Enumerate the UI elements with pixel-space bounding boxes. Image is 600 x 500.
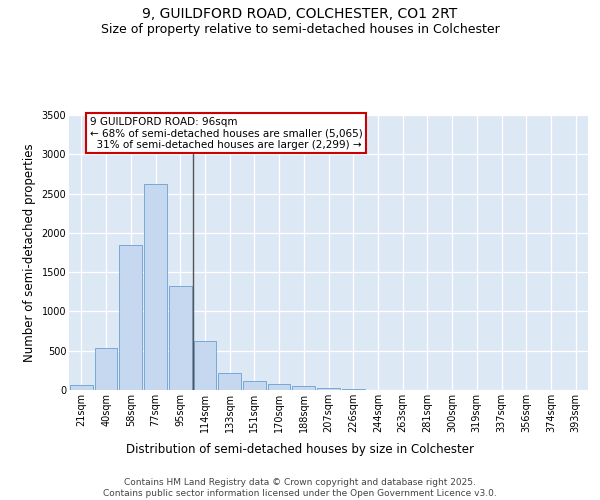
Bar xyxy=(119,244,142,390)
Bar xyxy=(70,384,93,390)
Bar xyxy=(342,389,365,390)
Bar xyxy=(194,340,216,390)
Bar xyxy=(169,286,191,390)
Bar xyxy=(218,372,241,390)
Bar xyxy=(144,184,167,390)
Bar xyxy=(268,384,290,390)
Y-axis label: Number of semi-detached properties: Number of semi-detached properties xyxy=(23,143,36,362)
Text: 9 GUILDFORD ROAD: 96sqm
← 68% of semi-detached houses are smaller (5,065)
  31% : 9 GUILDFORD ROAD: 96sqm ← 68% of semi-de… xyxy=(90,116,363,150)
Bar xyxy=(95,348,118,390)
Text: Size of property relative to semi-detached houses in Colchester: Size of property relative to semi-detach… xyxy=(101,22,499,36)
Text: 9, GUILDFORD ROAD, COLCHESTER, CO1 2RT: 9, GUILDFORD ROAD, COLCHESTER, CO1 2RT xyxy=(142,8,458,22)
Bar xyxy=(317,388,340,390)
Text: Distribution of semi-detached houses by size in Colchester: Distribution of semi-detached houses by … xyxy=(126,442,474,456)
Text: Contains HM Land Registry data © Crown copyright and database right 2025.
Contai: Contains HM Land Registry data © Crown c… xyxy=(103,478,497,498)
Bar xyxy=(292,386,315,390)
Bar xyxy=(243,380,266,390)
